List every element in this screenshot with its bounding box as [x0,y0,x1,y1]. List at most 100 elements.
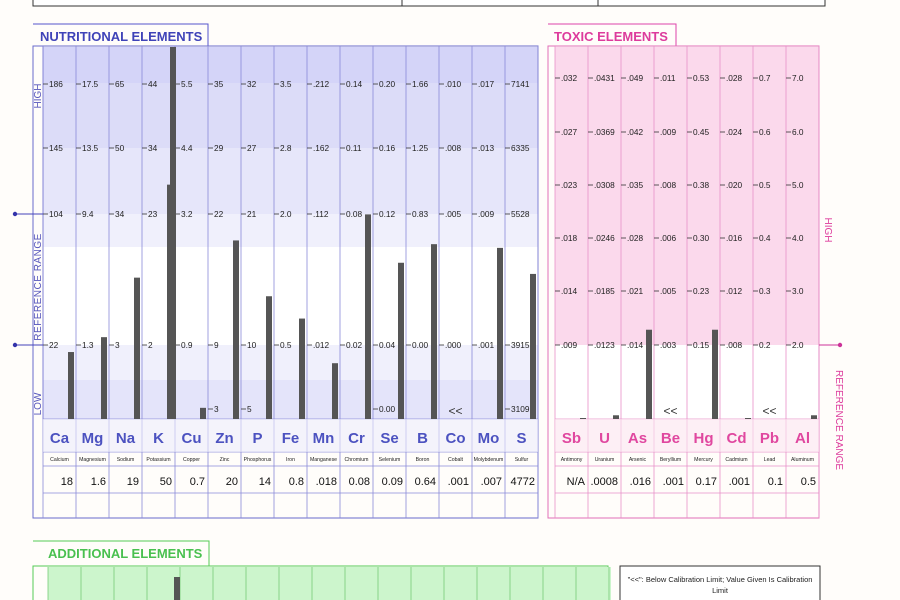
scale-label: .010 [445,79,462,89]
scale-label: 3.5 [280,79,292,89]
scale-label: 6335 [511,143,530,153]
nutritional-band [43,345,538,380]
scale-label: .023 [561,180,578,190]
scale-label: 0.38 [693,180,710,190]
scale-label: 9.4 [82,209,94,219]
scale-label: 0.02 [346,340,363,350]
scale-label: 2.8 [280,143,292,153]
scale-label: 1.3 [82,340,94,350]
element-symbol-Mg: Mg [82,430,104,447]
scale-label: 0.3 [759,286,771,296]
bar-Fe [299,318,305,419]
scale-label: .049 [627,73,644,83]
element-symbol-Cd: Cd [727,430,747,447]
element-symbol-Cr: Cr [348,430,365,447]
scale-label: 9 [214,340,219,350]
scale-label: 7141 [511,79,530,89]
element-name-Hg: Mercury [694,457,713,463]
toxic-high-label: HIGH [822,218,833,243]
scale-label: .112 [313,209,329,219]
scale-label: 0.4 [759,233,771,243]
scale-label: .016 [726,233,743,243]
legend-box: "<<": Below Calibration Limit; Value Giv… [619,565,821,600]
bar-U [613,415,619,419]
scale-label: 3 [214,404,219,414]
bar-As [646,329,652,419]
scale-label: 0.00 [412,340,429,350]
nutritional-reference-dot [12,211,18,217]
scale-label: 1.66 [412,79,429,89]
bar-Cr [365,214,371,419]
element-name-Al: Aluminum [791,457,814,463]
scale-label: .042 [627,127,644,137]
scale-label: 0.00 [379,404,396,414]
scale-label: 34 [115,209,125,219]
element-name-Se: Selenium [379,457,401,463]
nutritional-reference-dot [12,342,18,348]
scale-label: .020 [726,180,743,190]
nutritional-high-label: HIGH [33,84,44,109]
element-symbol-Cu: Cu [182,430,202,447]
scale-label: 17.5 [82,79,99,89]
element-result-U: .0008 [590,476,618,488]
element-result-Hg: 0.17 [696,476,717,488]
element-name-Mo: Molybdenum [474,457,504,463]
scale-label: 2.0 [792,340,804,350]
scale-label: 2.0 [280,209,292,219]
toxic-symbol-row [555,419,819,452]
scale-label: 65 [115,79,125,89]
scale-label: .0431 [594,73,615,83]
nutritional-low-label: LOW [33,392,44,415]
element-result-Mg: 1.6 [91,476,106,488]
element-name-Be: Beryllium [660,457,681,463]
scale-label: 29 [214,143,224,153]
scale-label: 0.9 [181,340,193,350]
element-name-Co: Cobalt [448,457,464,463]
scale-label: .021 [627,286,644,296]
scale-label: 35 [214,79,224,89]
below-calibration-marker: << [663,404,677,418]
element-symbol-Ca: Ca [50,430,70,447]
element-name-As: Arsenic [629,457,647,463]
element-result-P: 14 [259,476,271,488]
scale-label: .008 [726,340,743,350]
nutritional-band [43,214,538,247]
scale-label: .0123 [594,340,615,350]
element-result-Cd: .001 [729,476,750,488]
scale-label: 34 [148,143,158,153]
scale-label: .000 [445,340,462,350]
scale-label: .001 [478,340,495,350]
scale-label: 0.5 [280,340,292,350]
toxic-elements-panel: TOXIC ELEMENTS .032 .027 .023 .018 .014 .009.… [547,23,844,519]
bar-Zn [233,240,239,419]
nutritional-band [43,83,538,148]
scale-label: .009 [660,127,677,137]
below-calibration-marker: << [762,404,776,418]
scale-label: 0.2 [759,340,771,350]
toxic-reference-range-text: REFERENCE RANGE [833,370,844,470]
scale-label: 0.45 [693,127,710,137]
element-result-Mo: .007 [481,476,502,488]
element-name-Cr: Chromium [345,457,369,463]
scale-label: .018 [561,233,578,243]
nutritional-band [43,380,538,419]
element-result-Ca: 18 [61,476,73,488]
scale-label: 3109 [511,404,530,414]
element-result-Be: .001 [663,476,684,488]
element-result-As: .016 [630,476,651,488]
nutritional-band [43,47,538,83]
scale-label: 0.7 [759,73,771,83]
bar-Mn [332,363,338,419]
scale-label: 4.4 [181,143,193,153]
scale-label: 5.0 [792,180,804,190]
scale-label: 4.0 [792,233,804,243]
scale-label: 0.6 [759,127,771,137]
scale-label: .0246 [594,233,615,243]
scale-label: 44 [148,79,158,89]
scale-label: .006 [660,233,677,243]
scale-label: 3915 [511,340,530,350]
bar-K-full [170,47,176,419]
element-symbol-Fe: Fe [282,430,300,447]
scale-label: .028 [726,73,743,83]
top-table [32,0,826,7]
